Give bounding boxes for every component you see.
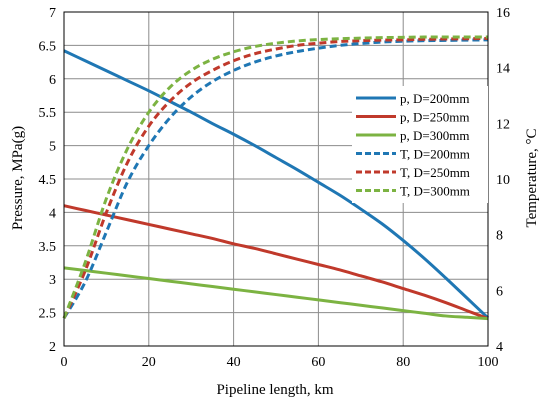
y-right-tick-label: 8 bbox=[496, 229, 503, 244]
x-tick-label: 40 bbox=[227, 355, 241, 370]
y-right-tick-label: 4 bbox=[496, 340, 503, 355]
legend-label: T, D=250mm bbox=[400, 165, 470, 180]
y-right-tick-label: 14 bbox=[496, 62, 510, 77]
y-right-tick-label: 10 bbox=[496, 173, 510, 188]
y-left-tick-label: 3.5 bbox=[39, 240, 57, 255]
series-line-2 bbox=[63, 266, 489, 321]
x-tick-label: 80 bbox=[396, 355, 410, 370]
series-line-1 bbox=[63, 204, 489, 321]
series-line-3 bbox=[62, 38, 489, 319]
y-left-tick-label: 4 bbox=[49, 206, 56, 221]
legend-label: T, D=200mm bbox=[400, 147, 470, 162]
legend-label: T, D=300mm bbox=[400, 184, 470, 199]
y-left-tick-label: 2 bbox=[49, 340, 56, 355]
y-left-tick-label: 6 bbox=[49, 73, 56, 88]
y-right-tick-label: 16 bbox=[496, 6, 510, 21]
legend-label: p, D=250mm bbox=[400, 110, 469, 125]
x-axis-title: Pipeline length, km bbox=[216, 382, 333, 398]
x-tick-label: 20 bbox=[142, 355, 156, 370]
y-left-axis-ticks: 2 2.5 3 3.5 4 4.5 5 5.5 6 6.5 7 bbox=[39, 6, 57, 355]
x-axis-ticks: 0 20 40 60 80 100 bbox=[61, 355, 499, 370]
series-layer bbox=[62, 35, 490, 321]
y-right-axis-ticks: 4 6 8 10 12 14 16 bbox=[496, 6, 510, 355]
y-left-tick-label: 3 bbox=[49, 273, 56, 288]
legend: p, D=200mm p, D=250mm p, D=300mm T, D=200mm… bbox=[352, 86, 488, 203]
x-tick-label: 100 bbox=[478, 355, 499, 370]
legend-box bbox=[352, 86, 488, 203]
series-line-4 bbox=[62, 36, 489, 319]
legend-label: p, D=200mm bbox=[400, 91, 469, 106]
legend-label: p, D=300mm bbox=[400, 128, 469, 143]
series-line-0 bbox=[63, 49, 490, 320]
y-right-tick-label: 12 bbox=[496, 117, 510, 132]
y-right-axis-title: Temperature, °C bbox=[524, 128, 540, 227]
y-left-tick-label: 6.5 bbox=[39, 39, 57, 54]
y-left-tick-label: 2.5 bbox=[39, 307, 57, 322]
series-line-5 bbox=[62, 35, 488, 319]
y-left-tick-label: 5.5 bbox=[39, 106, 57, 121]
y-left-axis-title: Pressure, MPa(g) bbox=[10, 126, 26, 230]
x-tick-label: 60 bbox=[311, 355, 325, 370]
y-left-tick-label: 4.5 bbox=[39, 173, 57, 188]
y-right-tick-label: 6 bbox=[496, 284, 503, 299]
x-tick-label: 0 bbox=[61, 355, 68, 370]
y-left-tick-label: 5 bbox=[49, 140, 56, 155]
y-left-tick-label: 7 bbox=[49, 6, 56, 21]
